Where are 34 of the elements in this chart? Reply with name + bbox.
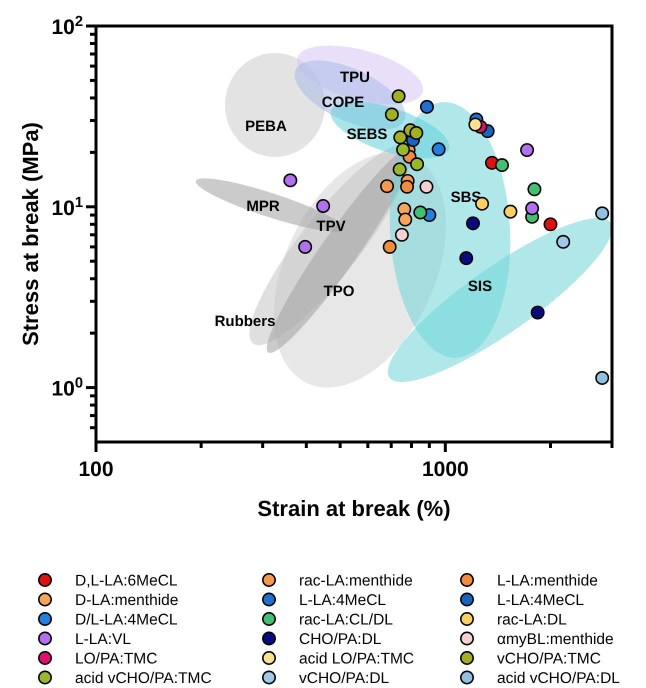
annotation: TPU (340, 68, 370, 86)
y-tick-label: 10$^{1}$ (51, 194, 83, 220)
legend-label: acid vCHO/PA:DL (497, 670, 620, 687)
annotation: Rubbers (214, 312, 276, 330)
legend-label: acid LO/PA:TMC (299, 650, 414, 668)
x-tick-label: 100 (78, 458, 114, 481)
y-tick-label: 10$^{2}$ (51, 14, 83, 39)
legend-label: D/L-LA:4MeCL (75, 612, 178, 628)
annotation: TPO (324, 282, 355, 300)
y-tick-label: 10$^{0}$ (51, 376, 83, 401)
legend-label: αmyBL:menthide (497, 631, 614, 648)
annotation: PEBA (245, 118, 287, 135)
annotation: MPR (246, 198, 280, 215)
legend-label: D,L-LA:6MeCL (75, 572, 178, 590)
legend-label: L-LA:menthide (497, 572, 598, 590)
x-axis-title: Strain at break (%) (257, 496, 451, 521)
legend-label: rac-LA:menthide (299, 572, 413, 590)
annotation: TPV (316, 218, 346, 235)
legend-label: rac-LA:DL (497, 612, 568, 628)
legend-label: L-LA:4MeCL (299, 592, 386, 609)
x-tick-label: 1000 (422, 458, 469, 481)
legend-label: vCHO/PA:TMC (497, 650, 601, 668)
annotation: SEBS (346, 126, 388, 143)
legend-label: L-LA:VL (75, 631, 132, 648)
legend-label: rac-LA:CL/DL (299, 612, 394, 628)
annotation: SIS (468, 278, 492, 295)
legend-label: vCHO/PA:DL (299, 670, 390, 687)
annotation: COPE (322, 94, 364, 111)
legend-label: L-LA:4MeCL (497, 592, 584, 609)
legend-label: D-LA:menthide (75, 592, 178, 609)
y-axis-title: Stress at break (MPa) (18, 122, 43, 346)
legend-label: LO/PA:TMC (75, 650, 158, 668)
legend-label: acid vCHO/PA:TMC (75, 670, 212, 687)
legend-label: CHO/PA:DL (299, 631, 382, 648)
